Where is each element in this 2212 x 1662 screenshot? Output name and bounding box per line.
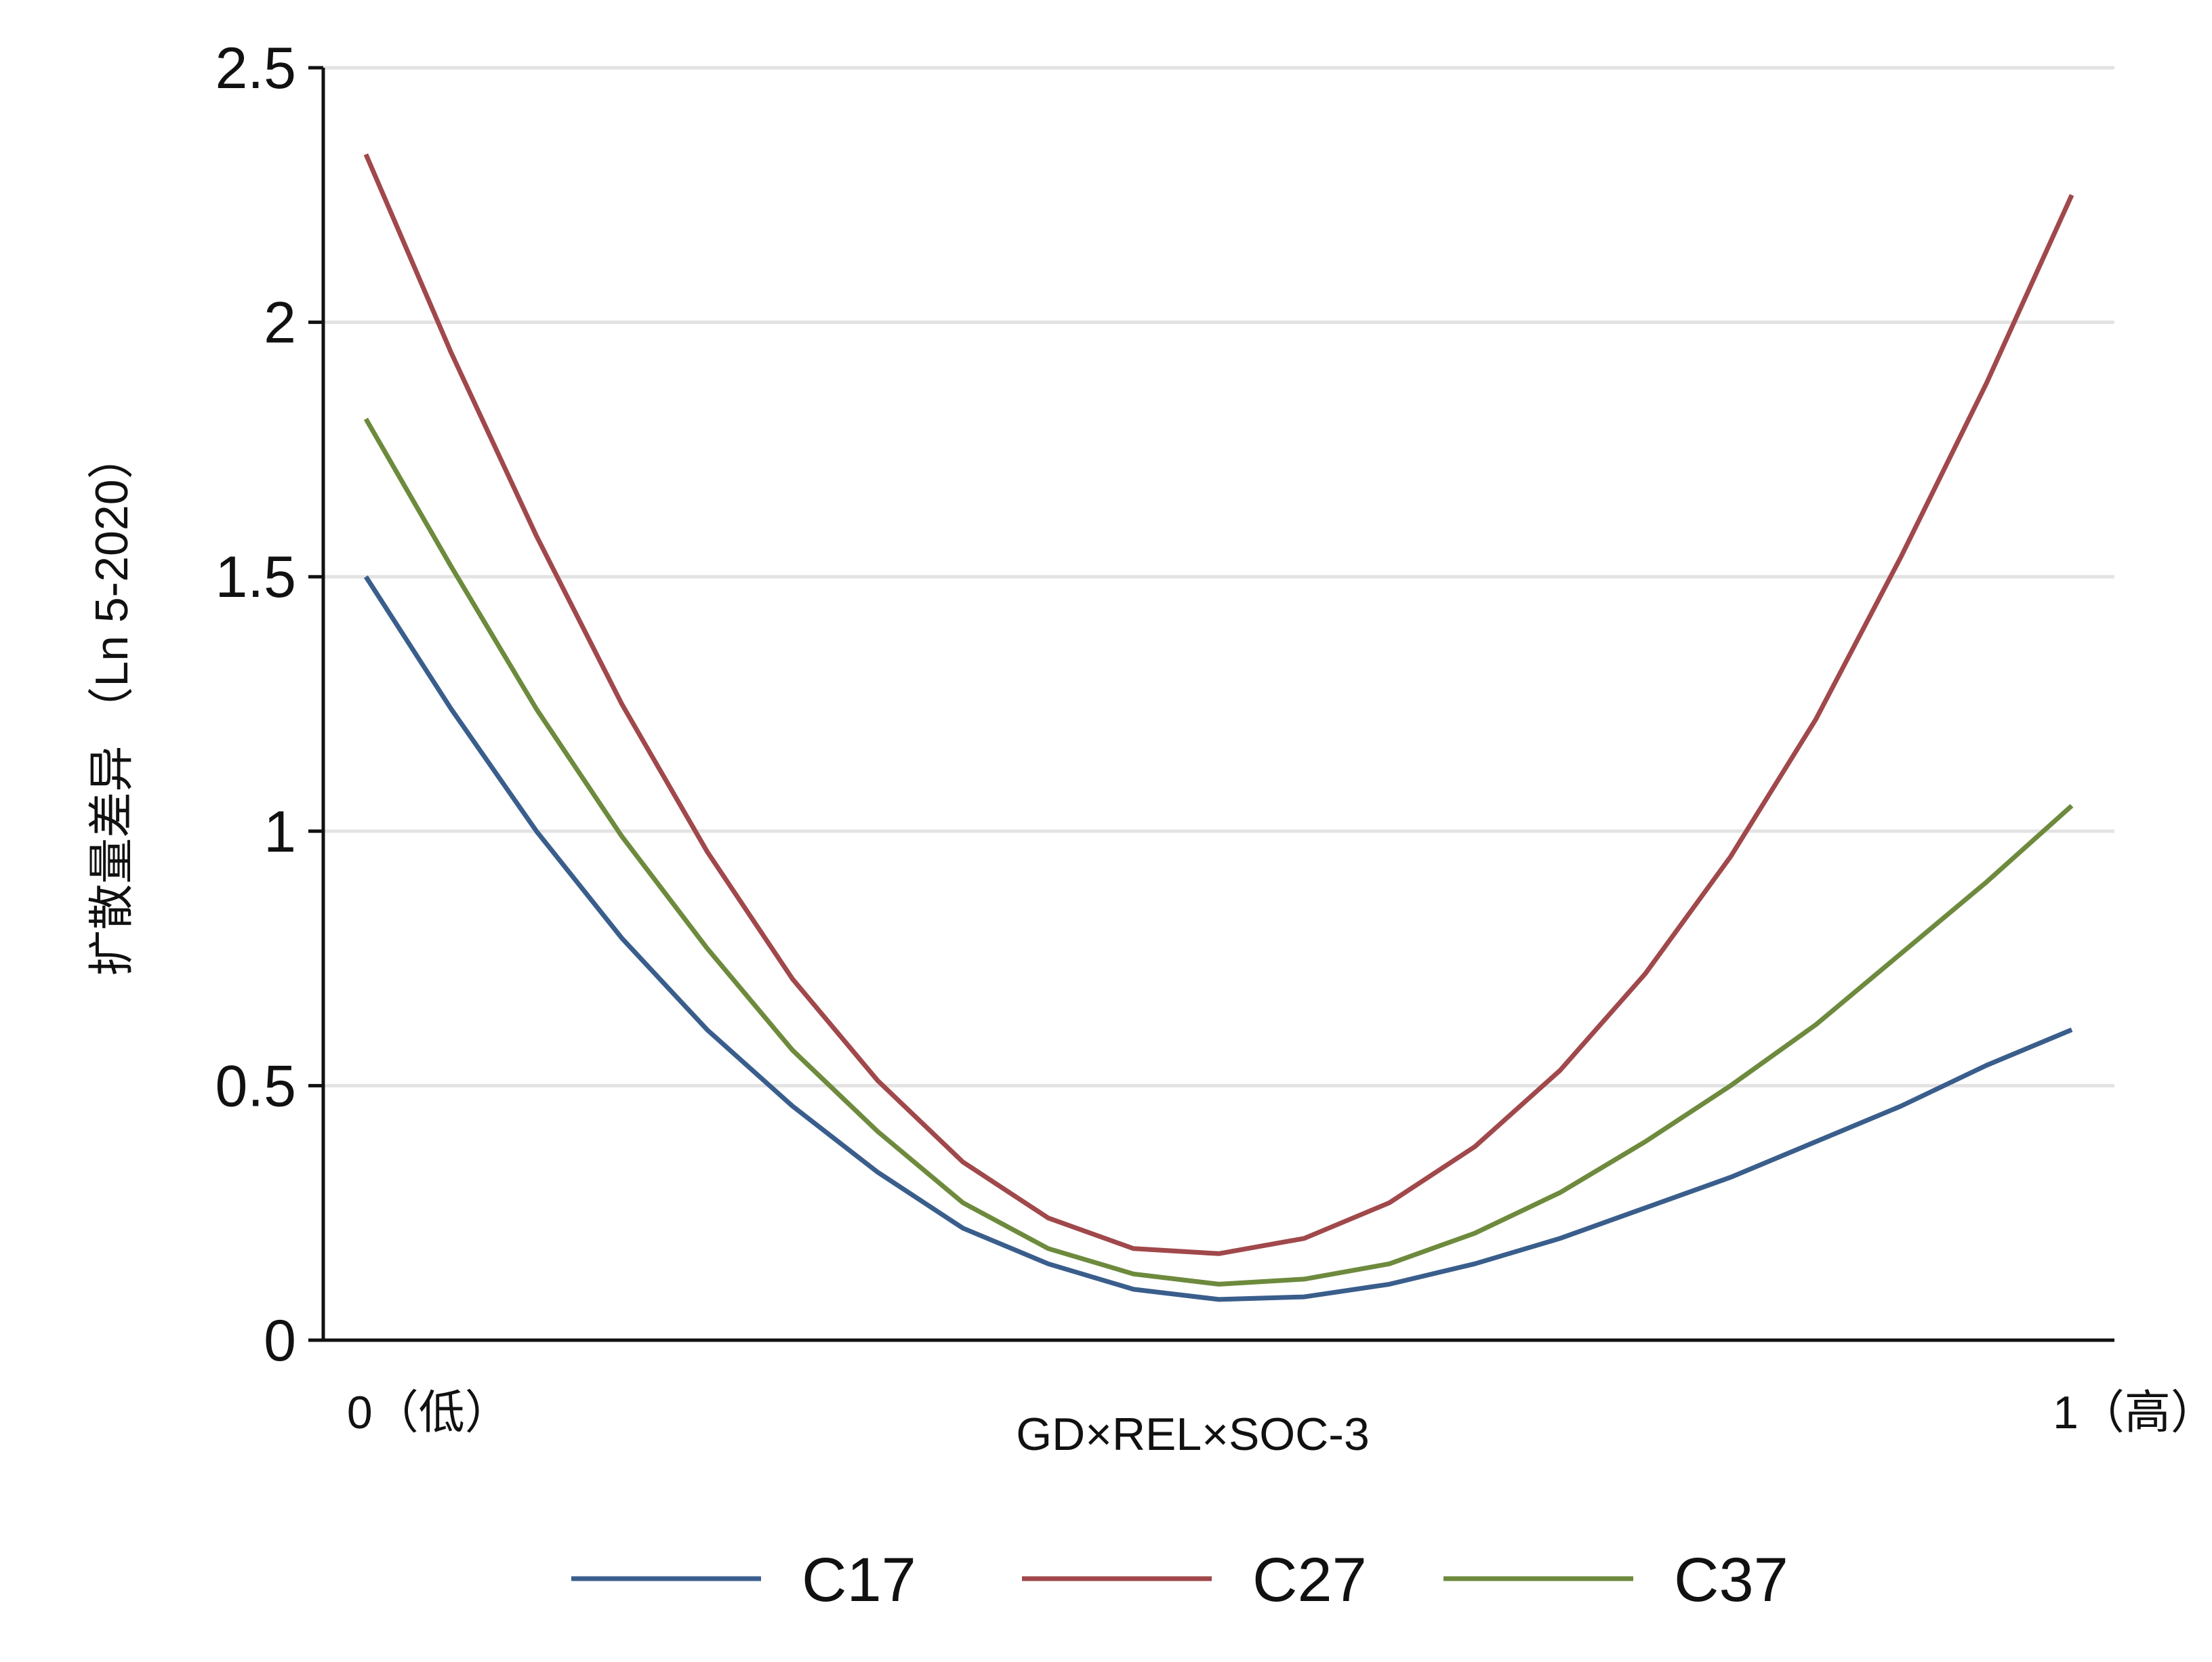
series-lines — [363, 153, 2074, 1302]
series-line-c27 — [363, 153, 2074, 1256]
legend: C17 C27 C37 — [571, 1545, 1788, 1615]
series-line-c37 — [363, 417, 2074, 1287]
y-tick-label: 1 — [264, 799, 296, 865]
series-line-c17 — [363, 575, 2073, 1302]
y-tick-label: 2 — [264, 291, 296, 356]
y-axis-ticks: 0 0.5 1 1.5 2 2.5 — [215, 36, 323, 1373]
x-axis-ticks: 0（低） 1（高） — [347, 1387, 2212, 1438]
gridlines — [323, 66, 2114, 1087]
y-tick-label: 0 — [264, 1308, 296, 1373]
y-axis-title: 扩散量差异 （Ln 5-2020） — [86, 433, 138, 976]
y-tick-label: 2.5 — [215, 36, 296, 101]
y-tick-label: 0.5 — [215, 1054, 296, 1119]
legend-label-c17: C17 — [802, 1545, 916, 1615]
x-tick-label: 0（低） — [347, 1387, 511, 1438]
x-axis-title: GD×REL×SOC-3 — [1016, 1409, 1370, 1460]
x-tick-label: 1（高） — [2053, 1387, 2212, 1438]
axes — [321, 68, 2114, 1342]
legend-label-c37: C37 — [1674, 1545, 1788, 1615]
y-tick-label: 1.5 — [215, 545, 296, 610]
legend-label-c27: C27 — [1252, 1545, 1367, 1615]
